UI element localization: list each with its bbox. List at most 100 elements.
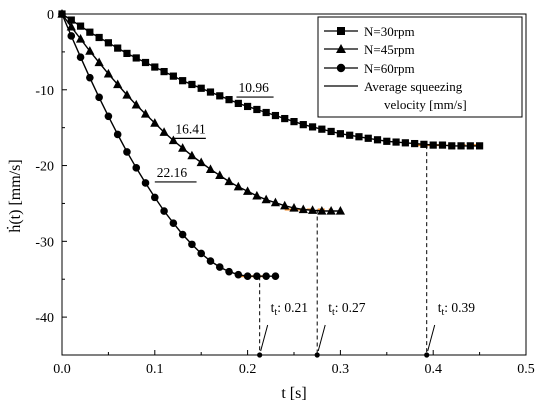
average-velocity-label: 16.41 <box>175 121 205 136</box>
data-point-square <box>169 72 177 80</box>
data-point-triangle <box>196 157 206 167</box>
plateau-marks <box>238 144 480 278</box>
data-point-square <box>179 77 187 85</box>
time-marker-dot <box>314 352 320 358</box>
data-point-triangle <box>289 202 299 212</box>
data-point-square <box>411 139 419 148</box>
data-point-triangle <box>122 90 132 99</box>
average-velocity-label: 10.96 <box>238 80 269 95</box>
legend-label-n45: N=45rpm <box>364 42 415 57</box>
y-tick-label: -40 <box>35 311 54 326</box>
x-tick-label: 0.0 <box>53 362 71 377</box>
data-point-square <box>373 136 382 144</box>
data-point-square <box>141 58 150 67</box>
data-point-circle <box>169 219 178 227</box>
data-point-square <box>299 121 307 129</box>
x-tick-label: 0.1 <box>146 362 164 377</box>
data-point-square <box>253 105 261 114</box>
average-velocity-label: 22.16 <box>157 165 188 180</box>
data-point-square <box>327 127 335 136</box>
data-point-square <box>132 54 140 62</box>
x-tick-label: 0.5 <box>517 362 535 377</box>
time-marker-dot <box>424 352 430 358</box>
time-marker-label: tt: 0.21 <box>271 300 308 318</box>
data-point-square <box>346 131 354 139</box>
average-velocity-lines: 10.96 16.41 22.16 <box>154 80 274 183</box>
data-point-square <box>364 134 372 142</box>
data-point-circle <box>215 263 224 271</box>
data-point-square <box>86 28 94 36</box>
data-point-square <box>244 102 252 111</box>
series-line-triangle <box>61 13 341 212</box>
legend-label-n30: N=30rpm <box>364 24 415 39</box>
data-point-square <box>336 130 344 138</box>
x-tick-label: 0.2 <box>239 362 257 377</box>
data-point-square <box>67 16 75 24</box>
data-point-circle <box>206 257 215 265</box>
data-point-triangle <box>168 135 178 145</box>
data-point-triangle <box>85 46 95 55</box>
data-point-circle <box>95 93 103 102</box>
data-point-square <box>457 142 465 150</box>
y-tick-label: -20 <box>35 160 54 175</box>
data-point-square <box>383 137 391 145</box>
data-point-triangle <box>243 186 253 195</box>
legend-marker-triangle <box>336 44 346 53</box>
data-point-triangle <box>131 99 141 109</box>
data-point-square <box>318 125 326 133</box>
data-point-circle <box>123 148 131 156</box>
data-point-square <box>429 141 437 149</box>
x-axis-title: t [s] <box>281 385 306 402</box>
data-point-triangle <box>298 204 308 214</box>
data-point-square <box>114 44 122 52</box>
data-point-square <box>392 138 400 146</box>
time-marker-dot <box>257 352 263 358</box>
y-tick-label: -30 <box>35 235 54 250</box>
data-point-circle <box>188 240 196 249</box>
data-point-triangle <box>270 197 281 207</box>
data-point-triangle <box>307 205 318 214</box>
data-point-triangle <box>326 206 336 215</box>
data-point-circle <box>197 249 205 258</box>
time-marker-arrow <box>317 324 326 352</box>
data-point-square <box>95 33 103 42</box>
data-point-circle <box>253 272 261 280</box>
time-marker-arrow <box>260 324 269 352</box>
data-point-circle <box>76 53 85 61</box>
y-axis-title: ḣ(t) [mm/s] <box>6 159 24 232</box>
x-tick-label: 0.3 <box>332 362 350 377</box>
data-point-square <box>466 142 474 150</box>
data-point-circle <box>104 112 113 121</box>
data-point-square <box>197 84 205 92</box>
data-point-circle <box>234 270 243 279</box>
series-line-square <box>61 13 480 147</box>
x-axis-ticks: 0.0 0.1 0.2 0.3 0.4 0.5 <box>53 350 535 377</box>
data-point-circle <box>58 10 66 18</box>
data-point-square <box>420 140 428 148</box>
data-point-triangle <box>280 200 290 210</box>
data-point-square <box>438 141 447 149</box>
legend-label-average-2: velocity [mm/s] <box>384 97 467 112</box>
data-point-triangle <box>94 57 104 67</box>
data-point-triangle <box>66 21 76 31</box>
data-point-triangle <box>178 143 188 152</box>
data-point-circle <box>225 267 233 276</box>
data-point-square <box>206 88 215 96</box>
legend-label-average-1: Average squeezing <box>364 79 463 94</box>
data-point-circle <box>141 179 150 187</box>
data-point-square <box>151 63 159 71</box>
data-point-square <box>281 114 289 123</box>
data-point-circle <box>132 164 141 172</box>
time-markers: tt: 0.21 tt: 0.27 tt: 0.39 <box>257 145 475 358</box>
y-tick-label: -10 <box>35 84 54 99</box>
data-point-triangle <box>233 181 243 191</box>
data-point-triangle <box>317 206 327 215</box>
data-point-square <box>234 99 242 108</box>
series-line-circle <box>61 13 276 277</box>
y-tick-label: 0 <box>47 8 54 23</box>
data-point-triangle <box>140 109 151 118</box>
data-point-square <box>216 92 224 100</box>
data-point-triangle <box>224 176 234 186</box>
data-point-circle <box>178 230 187 239</box>
data-point-square <box>123 49 131 58</box>
